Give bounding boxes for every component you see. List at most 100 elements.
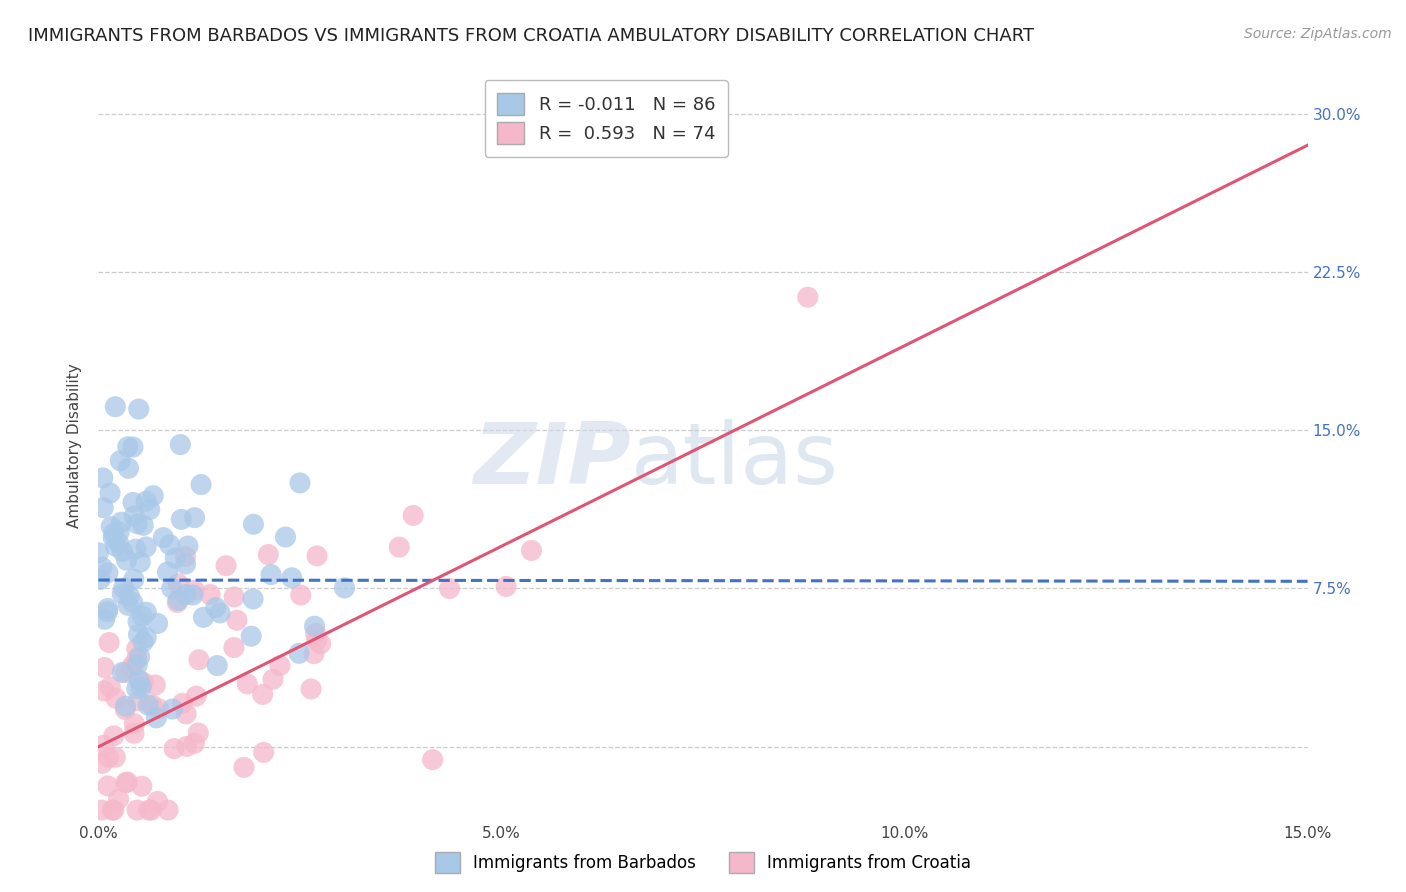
Point — [146, 616, 169, 631]
Point — [90, 803, 112, 817]
Point — [183, 736, 205, 750]
Point — [402, 508, 425, 523]
Point — [146, 794, 169, 808]
Point — [167, 576, 190, 591]
Point — [91, 500, 114, 515]
Y-axis label: Ambulatory Disability: Ambulatory Disability — [67, 364, 83, 528]
Point — [138, 803, 160, 817]
Point — [93, 684, 115, 698]
Point — [97, 566, 120, 580]
Point — [204, 600, 226, 615]
Point — [176, 739, 198, 754]
Point — [177, 539, 200, 553]
Point — [97, 750, 120, 764]
Point — [114, 702, 136, 716]
Point — [93, 660, 115, 674]
Text: ZIP: ZIP — [472, 419, 630, 502]
Point — [103, 531, 125, 545]
Point — [183, 583, 205, 598]
Legend: Immigrants from Barbados, Immigrants from Croatia: Immigrants from Barbados, Immigrants fro… — [427, 846, 979, 880]
Point — [117, 440, 139, 454]
Point — [305, 632, 328, 647]
Point — [121, 661, 143, 675]
Point — [439, 582, 461, 596]
Point — [125, 641, 148, 656]
Point — [299, 681, 322, 696]
Point — [117, 775, 139, 789]
Point — [304, 619, 326, 633]
Point — [101, 803, 124, 817]
Point — [233, 760, 256, 774]
Point — [209, 606, 232, 620]
Point — [152, 531, 174, 545]
Point — [225, 613, 247, 627]
Point — [309, 637, 332, 651]
Point — [159, 538, 181, 552]
Point — [132, 518, 155, 533]
Point — [170, 512, 193, 526]
Point — [333, 581, 356, 595]
Point — [135, 494, 157, 508]
Point — [302, 647, 325, 661]
Point — [163, 741, 186, 756]
Point — [122, 495, 145, 509]
Point — [183, 510, 205, 524]
Point — [290, 588, 312, 602]
Point — [174, 587, 197, 601]
Point — [112, 581, 135, 595]
Point — [305, 626, 328, 640]
Point — [97, 779, 120, 793]
Point — [131, 680, 153, 694]
Point — [114, 776, 136, 790]
Point — [104, 691, 127, 706]
Point — [122, 508, 145, 523]
Point — [167, 593, 190, 607]
Point — [98, 680, 121, 694]
Point — [114, 665, 136, 680]
Point — [240, 629, 263, 643]
Point — [205, 658, 228, 673]
Point — [186, 689, 208, 703]
Point — [127, 516, 149, 531]
Point — [122, 572, 145, 586]
Point — [288, 475, 311, 490]
Point — [157, 803, 180, 817]
Point — [135, 605, 157, 619]
Point — [281, 571, 304, 585]
Point — [166, 595, 188, 609]
Point — [193, 610, 215, 624]
Point — [190, 477, 212, 491]
Point — [124, 542, 146, 557]
Point — [143, 678, 166, 692]
Point — [125, 652, 148, 666]
Point — [169, 437, 191, 451]
Point — [103, 729, 125, 743]
Point — [127, 615, 149, 629]
Point — [104, 750, 127, 764]
Point — [100, 519, 122, 533]
Point — [174, 706, 197, 721]
Point — [135, 540, 157, 554]
Point — [128, 402, 150, 417]
Point — [121, 658, 143, 673]
Point — [96, 605, 118, 619]
Point — [162, 702, 184, 716]
Point — [132, 675, 155, 690]
Point — [160, 581, 183, 595]
Point — [128, 649, 150, 664]
Point — [187, 726, 209, 740]
Text: IMMIGRANTS FROM BARBADOS VS IMMIGRANTS FROM CROATIA AMBULATORY DISABILITY CORREL: IMMIGRANTS FROM BARBADOS VS IMMIGRANTS F… — [28, 27, 1035, 45]
Point — [156, 565, 179, 579]
Point — [141, 803, 163, 817]
Point — [269, 658, 291, 673]
Point — [495, 579, 517, 593]
Point — [236, 677, 259, 691]
Point — [274, 530, 297, 544]
Point — [93, 738, 115, 752]
Point — [122, 726, 145, 740]
Point — [288, 646, 311, 660]
Point — [98, 635, 121, 649]
Point — [305, 549, 328, 563]
Point — [127, 694, 149, 708]
Point — [172, 696, 194, 710]
